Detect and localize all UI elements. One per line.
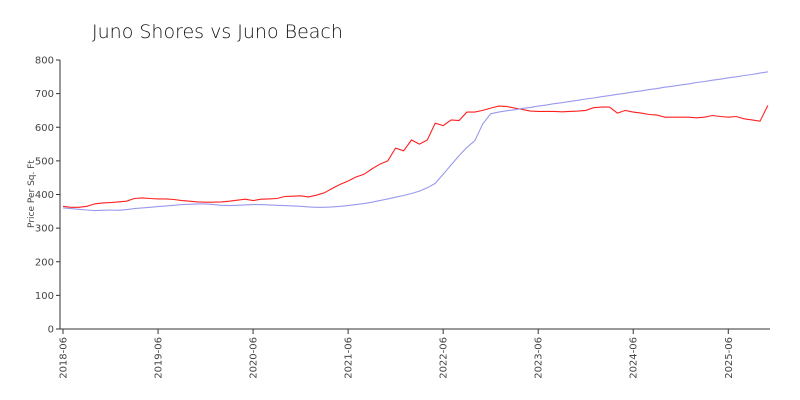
chart-title: Juno Shores vs Juno Beach: [92, 21, 343, 43]
y-tick-label: 100: [35, 291, 54, 302]
x-tick-label: 2021-06: [344, 337, 355, 379]
y-tick-label: 0: [48, 325, 54, 336]
y-axis-label: Price Per Sq. Ft: [27, 160, 37, 228]
x-tick-label: 2022-06: [439, 337, 450, 379]
y-tick-label: 700: [35, 89, 54, 100]
x-tick-label: 2023-06: [534, 337, 545, 379]
x-tick-label: 2020-06: [249, 337, 260, 379]
y-tick-label: 500: [35, 156, 54, 167]
y-tick-label: 600: [35, 123, 54, 134]
y-tick-label: 300: [35, 224, 54, 235]
y-tick-label: 800: [35, 56, 54, 67]
series-line: [62, 105, 769, 208]
x-tick-label: 2019-06: [154, 337, 165, 379]
x-tick-label: 2025-06: [724, 337, 735, 379]
series-line: [62, 71, 768, 212]
y-tick-label: 200: [35, 257, 54, 268]
x-tick-label: 2024-06: [629, 337, 640, 379]
x-tick-label: 2018-06: [59, 337, 70, 379]
y-tick-label: 400: [35, 190, 54, 201]
